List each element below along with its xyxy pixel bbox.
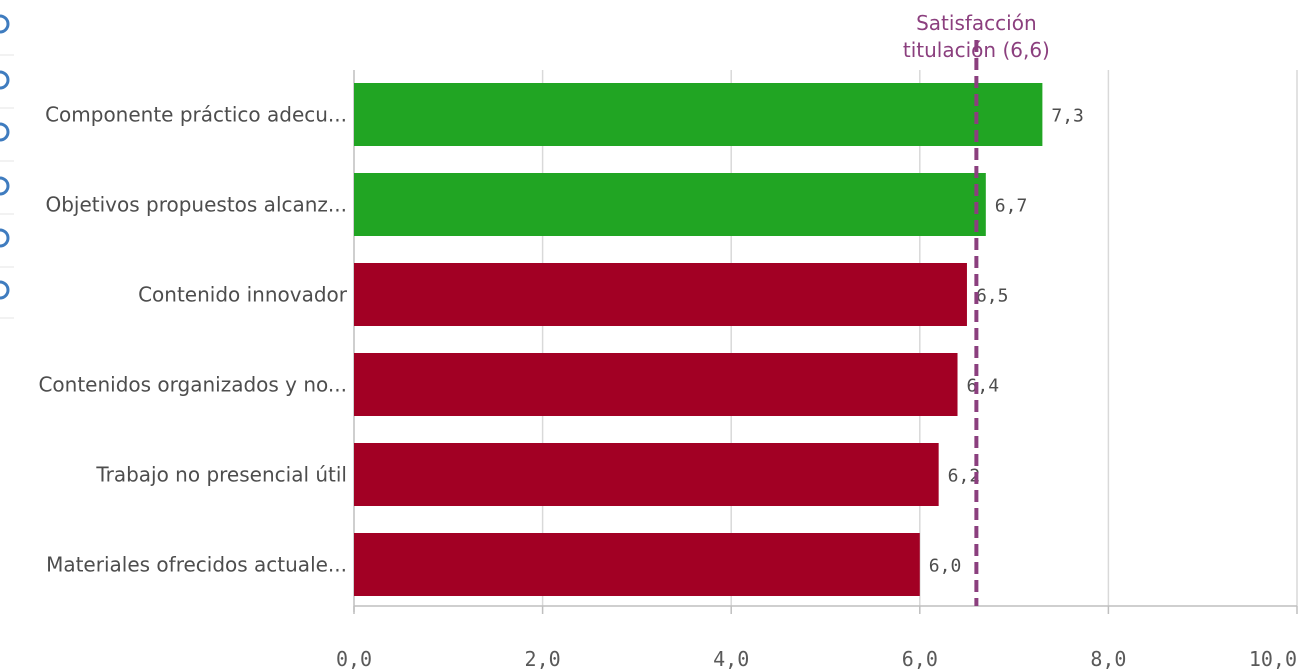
- bar: [354, 173, 986, 236]
- x-tick-label: 10,0: [1249, 647, 1297, 671]
- circle-icon: [0, 122, 10, 142]
- x-tick-label: 4,0: [713, 647, 749, 671]
- data-label: 6,4: [967, 376, 1000, 397]
- data-label: 7,3: [1051, 106, 1084, 127]
- reference-line-label: titulación (6,6): [903, 38, 1050, 62]
- left-edge-icons: [0, 14, 14, 319]
- data-label: 6,2: [948, 466, 981, 487]
- left-edge-fragment: [0, 0, 14, 320]
- bar: [354, 83, 1043, 146]
- category-label: Trabajo no presencial útil: [95, 463, 347, 487]
- bar: [354, 533, 920, 596]
- x-tick-label: 6,0: [902, 647, 938, 671]
- data-label: 6,0: [929, 556, 962, 577]
- category-label: Contenidos organizados y no...: [38, 373, 347, 397]
- x-tick-label: 8,0: [1090, 647, 1126, 671]
- reference-line-label: Satisfacción: [916, 11, 1037, 35]
- x-tick-label: 0,0: [336, 647, 372, 671]
- bar: [354, 443, 939, 506]
- circle-icon: [0, 70, 10, 90]
- circle-icon: [0, 228, 10, 248]
- circle-icon: [0, 280, 10, 300]
- circle-icon: [0, 176, 10, 196]
- bar: [354, 353, 958, 416]
- category-label: Objetivos propuestos alcanz...: [45, 193, 347, 217]
- data-label: 6,5: [976, 286, 1009, 307]
- category-label: Contenido innovador: [138, 283, 348, 307]
- x-tick-label: 2,0: [525, 647, 561, 671]
- data-label: 6,7: [995, 196, 1028, 217]
- category-label: Materiales ofrecidos actuale...: [46, 553, 347, 577]
- circle-icon: [0, 14, 10, 34]
- category-label: Componente práctico adecu...: [45, 103, 347, 127]
- bar: [354, 263, 967, 326]
